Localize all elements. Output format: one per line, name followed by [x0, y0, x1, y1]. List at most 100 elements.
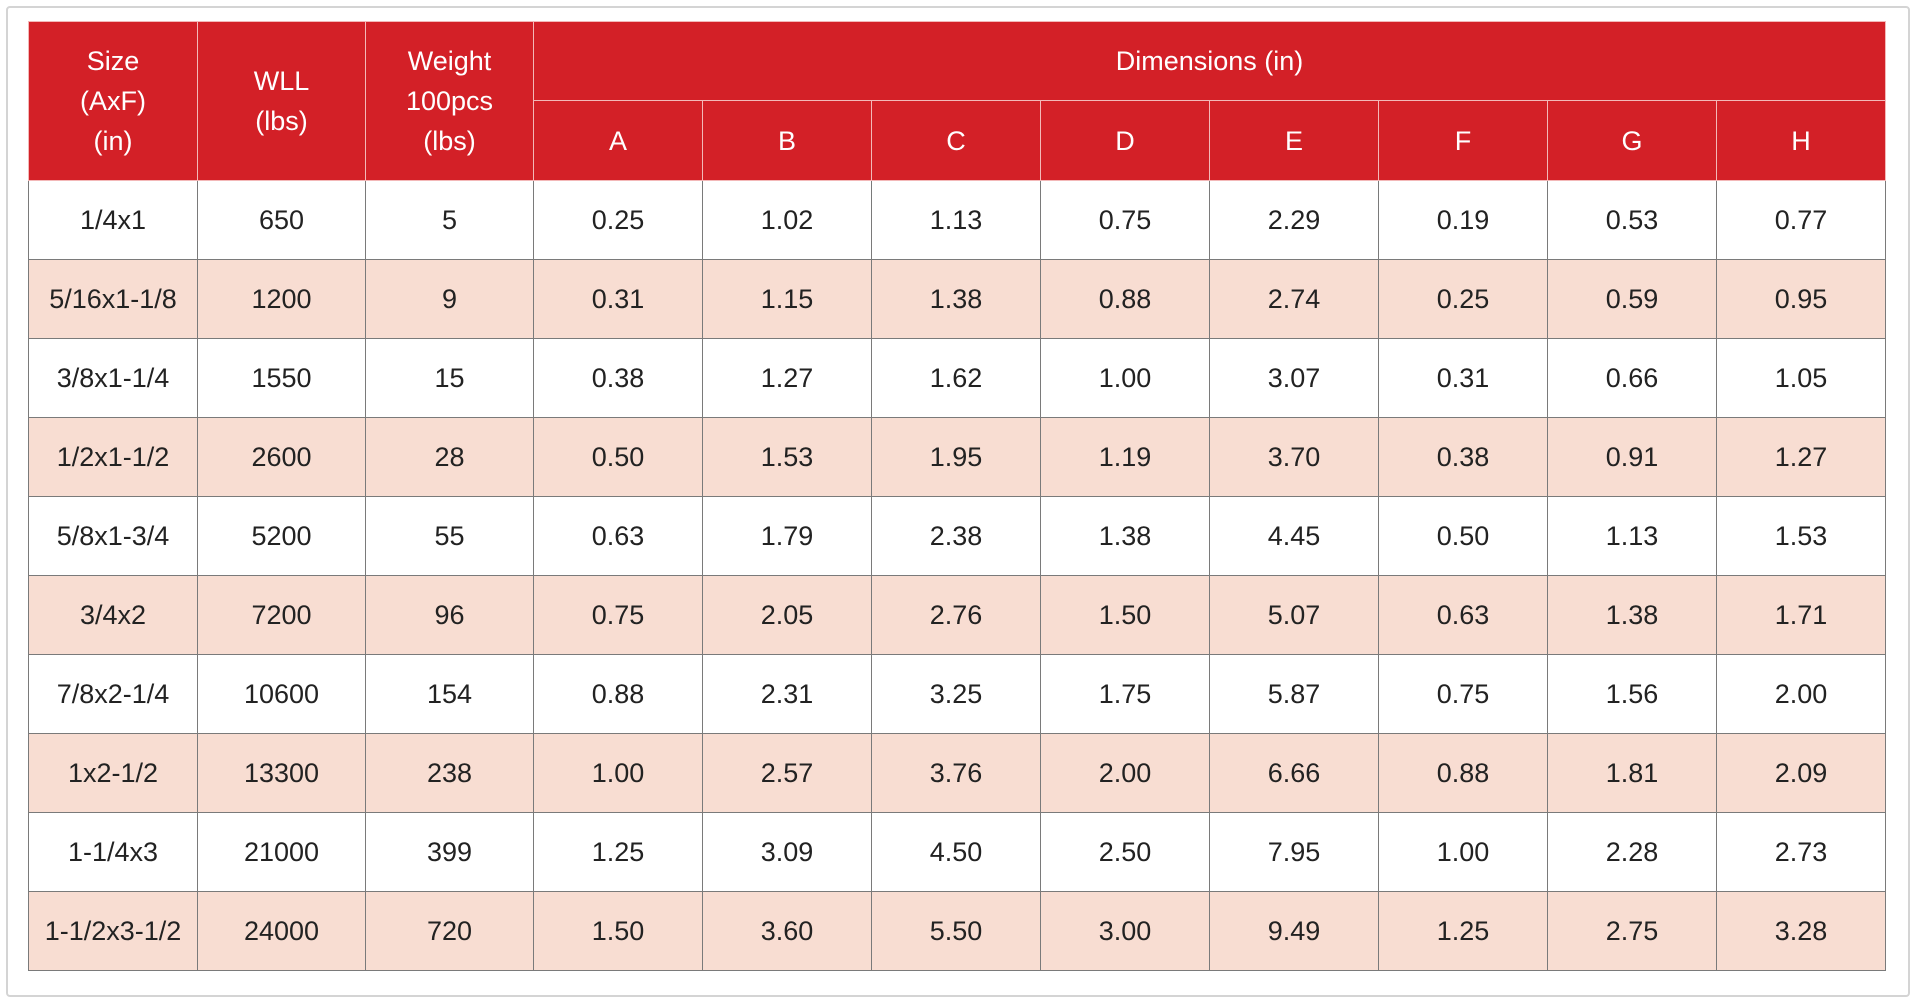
cell-dim-b: 2.31 [702, 654, 872, 734]
cell-weight: 154 [365, 654, 534, 734]
cell-size: 5/16x1-1/8 [28, 259, 198, 339]
table-row: 1-1/2x3-1/2 24000 720 1.50 3.60 5.50 3.00 9.49 1… [28, 891, 1887, 971]
cell-dim-c: 5.50 [871, 891, 1041, 971]
header-dim-b: B [702, 100, 872, 181]
cell-dim-h: 2.09 [1715, 733, 1887, 813]
cell-dim-f: 1.25 [1378, 891, 1548, 971]
cell-dim-d: 3.00 [1040, 891, 1210, 971]
cell-weight: 720 [365, 891, 534, 971]
header-wll: WLL (lbs) [197, 21, 366, 181]
cell-dim-g: 1.38 [1547, 575, 1717, 655]
header-size-line1: Size [86, 46, 140, 76]
cell-dim-d: 1.19 [1040, 417, 1210, 497]
header-wll-line1: WLL [253, 66, 310, 96]
table-body: 1/4x1 650 5 0.25 1.02 1.13 0.75 2.29 0.19 0.53 0.7… [28, 180, 1887, 971]
header-dim-e: E [1209, 100, 1379, 181]
table-row: 7/8x2-1/4 10600 154 0.88 2.31 3.25 1.75 5.87 0.7… [28, 654, 1887, 734]
cell-wll: 650 [197, 180, 366, 260]
header-dim-f: F [1378, 100, 1548, 181]
cell-size: 7/8x2-1/4 [28, 654, 198, 734]
cell-dim-d: 1.38 [1040, 496, 1210, 576]
cell-dim-f: 0.88 [1378, 733, 1548, 813]
cell-dim-b: 2.05 [702, 575, 872, 655]
cell-dim-a: 0.50 [533, 417, 703, 497]
cell-dim-g: 1.13 [1547, 496, 1717, 576]
cell-dim-b: 1.79 [702, 496, 872, 576]
header-dimensions: Dimensions (in) [532, 21, 1887, 101]
cell-dim-e: 3.07 [1209, 338, 1379, 418]
cell-dim-a: 0.63 [533, 496, 703, 576]
cell-dim-f: 0.50 [1378, 496, 1548, 576]
cell-wll: 5200 [197, 496, 366, 576]
table-row: 1/4x1 650 5 0.25 1.02 1.13 0.75 2.29 0.19 0.53 0.7… [28, 180, 1887, 260]
cell-dim-b: 3.09 [702, 812, 872, 892]
cell-dim-g: 2.28 [1547, 812, 1717, 892]
cell-dim-h: 2.00 [1715, 654, 1887, 734]
cell-dim-a: 1.00 [533, 733, 703, 813]
header-dim-h: H [1715, 100, 1887, 181]
cell-dim-d: 2.50 [1040, 812, 1210, 892]
cell-dim-e: 3.70 [1209, 417, 1379, 497]
table-row: 3/4x2 7200 96 0.75 2.05 2.76 1.50 5.07 0.63 1.38 1… [28, 575, 1887, 655]
cell-dim-f: 1.00 [1378, 812, 1548, 892]
cell-dim-d: 1.75 [1040, 654, 1210, 734]
cell-dim-d: 1.00 [1040, 338, 1210, 418]
cell-wll: 10600 [197, 654, 366, 734]
cell-dim-e: 5.87 [1209, 654, 1379, 734]
cell-dim-c: 3.25 [871, 654, 1041, 734]
cell-size: 1x2-1/2 [28, 733, 198, 813]
cell-dim-a: 0.25 [533, 180, 703, 260]
cell-dim-a: 0.31 [533, 259, 703, 339]
header-size-line2: (AxF) [80, 86, 146, 116]
cell-dim-h: 1.05 [1715, 338, 1887, 418]
cell-dim-a: 0.38 [533, 338, 703, 418]
cell-dim-g: 0.53 [1547, 180, 1717, 260]
table-row: 3/8x1-1/4 1550 15 0.38 1.27 1.62 1.00 3.07 0.31 0… [28, 338, 1887, 418]
cell-dim-d: 0.88 [1040, 259, 1210, 339]
cell-dim-a: 0.75 [533, 575, 703, 655]
cell-dim-c: 1.62 [871, 338, 1041, 418]
cell-dim-g: 0.59 [1547, 259, 1717, 339]
table-row: 5/16x1-1/8 1200 9 0.31 1.15 1.38 0.88 2.74 0.25 0… [28, 259, 1887, 339]
cell-dim-b: 1.27 [702, 338, 872, 418]
table-row: 1/2x1-1/2 2600 28 0.50 1.53 1.95 1.19 3.70 0.38 0… [28, 417, 1887, 497]
cell-size: 3/4x2 [28, 575, 198, 655]
cell-dim-a: 1.50 [533, 891, 703, 971]
cell-dim-h: 3.28 [1715, 891, 1887, 971]
cell-weight: 399 [365, 812, 534, 892]
header-weight-line3: (lbs) [423, 126, 476, 156]
header-dim-d: D [1040, 100, 1210, 181]
cell-weight: 9 [365, 259, 534, 339]
cell-dim-f: 0.31 [1378, 338, 1548, 418]
cell-dim-h: 1.71 [1715, 575, 1887, 655]
cell-weight: 15 [365, 338, 534, 418]
cell-dim-g: 1.81 [1547, 733, 1717, 813]
cell-dim-f: 0.63 [1378, 575, 1548, 655]
cell-size: 5/8x1-3/4 [28, 496, 198, 576]
cell-wll: 1550 [197, 338, 366, 418]
cell-wll: 1200 [197, 259, 366, 339]
cell-dim-f: 0.25 [1378, 259, 1548, 339]
cell-dim-g: 0.66 [1547, 338, 1717, 418]
cell-dim-b: 2.57 [702, 733, 872, 813]
cell-dim-f: 0.19 [1378, 180, 1548, 260]
cell-weight: 28 [365, 417, 534, 497]
specification-table: Size (AxF) (in) WLL (lbs) Weight 100pcs … [28, 21, 1887, 971]
cell-dim-e: 9.49 [1209, 891, 1379, 971]
cell-dim-f: 0.38 [1378, 417, 1548, 497]
cell-dim-d: 0.75 [1040, 180, 1210, 260]
cell-dim-a: 0.88 [533, 654, 703, 734]
cell-dim-e: 5.07 [1209, 575, 1379, 655]
cell-dim-g: 1.56 [1547, 654, 1717, 734]
header-size: Size (AxF) (in) [28, 21, 198, 181]
cell-dim-c: 1.38 [871, 259, 1041, 339]
cell-size: 1/2x1-1/2 [28, 417, 198, 497]
cell-dim-b: 1.53 [702, 417, 872, 497]
header-weight-line2: 100pcs [405, 86, 494, 116]
cell-dim-d: 2.00 [1040, 733, 1210, 813]
cell-dim-h: 1.27 [1715, 417, 1887, 497]
cell-dim-c: 2.38 [871, 496, 1041, 576]
cell-wll: 7200 [197, 575, 366, 655]
header-weight: Weight 100pcs (lbs) [365, 21, 534, 181]
cell-size: 1-1/4x3 [28, 812, 198, 892]
